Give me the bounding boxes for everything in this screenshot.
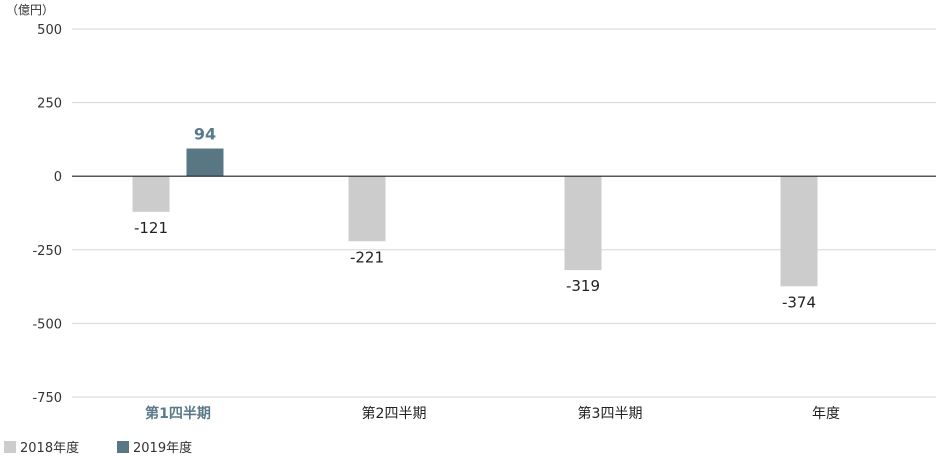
y-tick-label: -250	[32, 244, 62, 259]
bar-2018年度	[780, 176, 818, 287]
data-label: -121	[134, 219, 168, 237]
x-axis-categories: 第1四半期 第2四半期 第3四半期 年度	[145, 405, 840, 422]
x-category-label: 第1四半期	[145, 405, 211, 422]
bar-2018年度	[348, 176, 386, 242]
bar-2019年度	[186, 148, 224, 177]
bar-2018年度	[564, 176, 602, 271]
legend-label: 2019年度	[133, 440, 192, 456]
x-category-label: 第3四半期	[578, 405, 643, 422]
legend-swatch	[4, 441, 16, 453]
legend-label: 2018年度	[20, 440, 79, 456]
gridlines	[72, 28, 936, 398]
data-label: -221	[350, 248, 384, 266]
legend-swatch	[117, 441, 129, 453]
data-labels: -121 94 -221 -319 -374	[134, 125, 816, 312]
y-tick-label: -750	[32, 391, 62, 406]
bars	[132, 148, 818, 287]
bar-2018年度	[132, 176, 170, 212]
x-category-label: 第2四半期	[362, 405, 427, 422]
data-label: -374	[782, 293, 816, 311]
x-category-label: 年度	[812, 406, 840, 422]
data-label: 94	[194, 125, 216, 144]
y-tick-label: 250	[37, 97, 62, 112]
y-tick-label: 500	[37, 23, 62, 38]
y-axis-ticks: 500 250 0 -250 -500 -750	[32, 23, 62, 406]
legend: 2018年度 2019年度	[4, 440, 192, 456]
y-tick-label: 0	[54, 170, 62, 185]
data-label: -319	[566, 277, 600, 295]
y-tick-label: -500	[32, 317, 62, 332]
y-axis-unit-label: （億円）	[6, 3, 54, 17]
